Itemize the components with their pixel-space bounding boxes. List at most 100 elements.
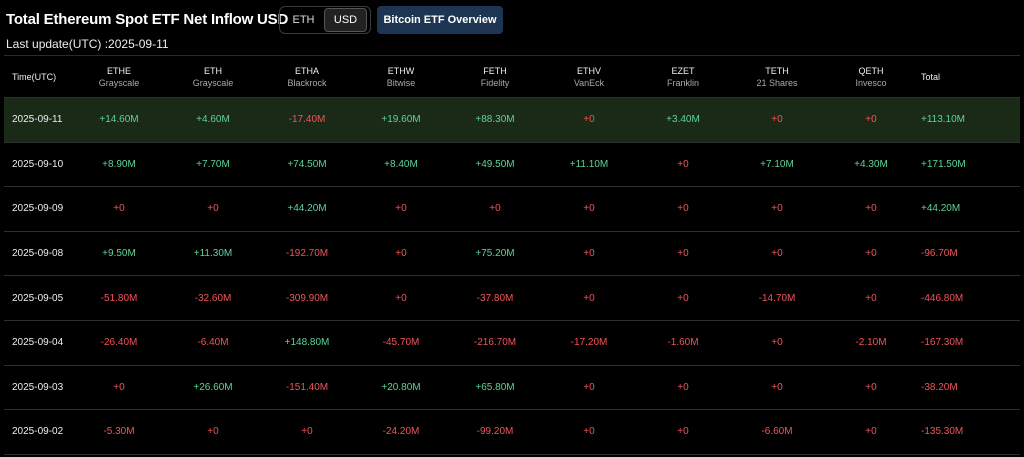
flow-cell: +0 [301, 426, 313, 438]
flow-cell: +0 [865, 381, 877, 393]
column-header: QETH Invesco [824, 56, 918, 97]
flow-cell: +9.50M [102, 248, 136, 260]
date-cell: 2025-09-10 [12, 158, 64, 170]
flow-cell: +0 [395, 203, 407, 215]
column-ticker: ETHW [387, 65, 415, 76]
column-issuer: Grayscale [98, 77, 140, 88]
flow-cell: +8.90M [102, 158, 136, 170]
flow-cell: +0 [583, 381, 595, 393]
column-issuer: Franklin [666, 77, 699, 88]
flow-cell: +44.20M [287, 203, 327, 215]
flow-cell: +148.80M [284, 337, 330, 349]
table-row: 2025-09-04 -26.40M -6.40M +148.80M -45.70M -2… [4, 321, 1020, 366]
flow-cell: -38.20M [921, 381, 958, 393]
column-issuer: Grayscale [192, 77, 234, 88]
date-cell: 2025-09-09 [12, 203, 64, 215]
flow-cell: -1.60M [667, 337, 699, 349]
column-ticker: FETH [483, 65, 507, 76]
flow-cell: +0 [677, 426, 689, 438]
flow-cell: -6.60M [761, 426, 793, 438]
flow-cell: -216.70M [473, 337, 517, 349]
date-cell: 2025-09-03 [12, 381, 64, 393]
column-header: Total [921, 56, 940, 97]
tab[interactable]: USD [324, 8, 367, 32]
column-issuer: Invesco [855, 77, 887, 88]
flow-cell: -14.70M [758, 292, 796, 304]
table-row: 2025-09-02 -5.30M +0 +0 -24.20M -99.20M +0 +0 -6… [4, 410, 1020, 455]
table-row: 2025-09-05 -51.80M -32.60M -309.90M +0 -37.80… [4, 276, 1020, 321]
flow-cell: -99.20M [476, 426, 514, 438]
flow-cell: +0 [677, 381, 689, 393]
flow-cell: -51.80M [100, 292, 138, 304]
flow-cell: +0 [771, 203, 783, 215]
flow-cell: +14.60M [99, 114, 139, 126]
flow-cell: -17.20M [570, 337, 608, 349]
column-ticker: EZET [671, 65, 695, 76]
flow-cell: +0 [865, 248, 877, 260]
column-issuer: VanEck [573, 77, 605, 88]
flow-cell: +65.80M [475, 381, 515, 393]
column-ticker: Time(UTC) [12, 71, 57, 82]
flow-cell: +0 [865, 203, 877, 215]
flow-cell: +20.80M [381, 381, 421, 393]
flow-cell: -32.60M [194, 292, 232, 304]
flow-cell: +4.60M [196, 114, 230, 126]
table-row: 2025-09-09 +0 +0 +44.20M +0 +0 +0 +0 +0 +0 +44.20M [4, 187, 1020, 232]
flow-cell: +0 [865, 426, 877, 438]
flow-cell: +0 [207, 203, 219, 215]
flow-cell: +0 [771, 337, 783, 349]
flow-table: Time(UTC) ETHE Grayscale ETH Grayscale ETHA Bl… [4, 55, 1020, 457]
date-cell: 2025-09-08 [12, 248, 64, 260]
flow-cell: +49.50M [475, 158, 515, 170]
flow-cell: +7.10M [760, 158, 794, 170]
column-ticker: QETH [858, 65, 884, 76]
column-issuer: Fidelity [480, 77, 510, 88]
flow-cell: +0 [583, 426, 595, 438]
flow-cell: -24.20M [382, 426, 420, 438]
date-cell: 2025-09-04 [12, 337, 64, 349]
flow-cell: +0 [677, 203, 689, 215]
flow-cell: +11.30M [193, 248, 233, 260]
flow-cell: +0 [395, 248, 407, 260]
flow-cell: +0 [395, 292, 407, 304]
flow-cell: -26.40M [100, 337, 138, 349]
date-cell: 2025-09-05 [12, 292, 64, 304]
column-ticker: ETHV [576, 65, 601, 76]
column-header: TETH 21 Shares [730, 56, 824, 97]
unit-tabs: ETH USD [279, 6, 371, 34]
column-header: ETH Grayscale [166, 56, 260, 97]
flow-cell: -45.70M [382, 337, 420, 349]
flow-cell: -6.40M [197, 337, 229, 349]
flow-cell: -135.30M [921, 426, 964, 438]
flow-cell: -96.70M [921, 248, 958, 260]
page-title: Total Ethereum Spot ETF Net Inflow USD [6, 11, 289, 28]
column-header: ETHE Grayscale [72, 56, 166, 97]
flow-cell: +113.10M [921, 114, 966, 126]
flow-cell: +26.60M [193, 381, 233, 393]
flow-cell: +0 [113, 381, 125, 393]
flow-cell: +7.70M [196, 158, 230, 170]
flow-cell: +88.30M [475, 114, 515, 126]
flow-cell: -151.40M [285, 381, 329, 393]
flow-cell: +0 [865, 292, 877, 304]
flow-cell: +0 [489, 203, 501, 215]
column-ticker: TETH [765, 65, 789, 76]
column-ticker: Total [921, 71, 941, 82]
date-cell: 2025-09-11 [12, 114, 63, 126]
flow-cell: +171.50M [921, 158, 966, 170]
column-header: FETH Fidelity [448, 56, 542, 97]
column-header: EZET Franklin [636, 56, 730, 97]
flow-cell: +8.40M [384, 158, 418, 170]
flow-cell: +44.20M [921, 203, 961, 215]
column-header: ETHV VanEck [542, 56, 636, 97]
column-ticker: ETH [204, 65, 222, 76]
tab[interactable]: ETH [292, 14, 315, 26]
table-row: 2025-09-10 +8.90M +7.70M +74.50M +8.40M +49.5… [4, 143, 1020, 188]
flow-cell: +74.50M [287, 158, 327, 170]
flow-cell: +75.20M [475, 248, 515, 260]
flow-cell: +3.40M [666, 114, 700, 126]
flow-cell: +0 [865, 114, 877, 126]
overview-button[interactable]: Bitcoin ETF Overview [377, 6, 503, 34]
flow-cell: -446.80M [921, 292, 964, 304]
